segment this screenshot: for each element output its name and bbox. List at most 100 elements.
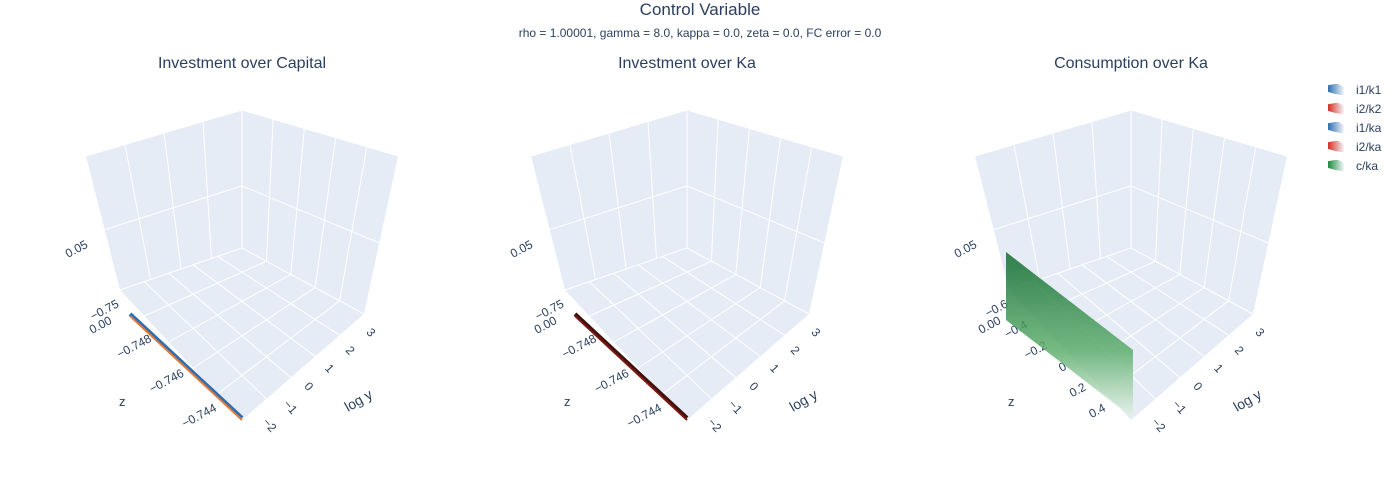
cube-edge <box>119 247 243 291</box>
y-tick-label: −1 <box>726 397 746 417</box>
legend-label: i1/ka <box>1356 120 1382 135</box>
y-tick-label: 0 <box>1190 379 1205 394</box>
y-tick-label: 0 <box>301 379 316 394</box>
y-tick-label: 2 <box>1232 343 1247 358</box>
grid-line-left-wall <box>1091 121 1101 259</box>
grid-line-floor <box>192 264 316 357</box>
panel-1-title: Investment over Capital <box>157 55 327 72</box>
vertical-tick-label: 0.05 <box>63 237 90 260</box>
y-tick-label: 1 <box>322 361 337 376</box>
y-tick-label: −2 <box>260 415 280 435</box>
scene-investment-over-capital: −0.75−0.748−0.746−0.744 −2−101230.050.00z… <box>63 109 399 435</box>
y-tick-label: 0 <box>746 379 761 394</box>
grid-line-right-wall <box>1130 185 1269 244</box>
legend-item-i1-k1[interactable]: i1/k1 <box>1328 80 1381 99</box>
cube-edge <box>85 109 243 157</box>
grid-line-floor <box>217 300 340 395</box>
z-tick-label: −0.744 <box>624 401 664 431</box>
grid-line-right-wall <box>735 128 750 275</box>
grid-line-floor <box>589 281 712 400</box>
y-tick-label: −1 <box>281 397 301 417</box>
grid-line-left-wall <box>104 185 243 231</box>
legend-item-i1-ka[interactable]: i1/ka <box>1328 118 1381 137</box>
grid-line-floor <box>637 264 761 357</box>
cube-edge <box>241 247 365 315</box>
y-axis-title: log y <box>787 386 821 415</box>
vertical-tick-label: 0.05 <box>952 237 979 260</box>
z-axis-title: z <box>1008 394 1015 409</box>
grid-line-left-wall <box>124 144 151 280</box>
surface-i2/ka <box>574 315 688 421</box>
back-wall-right <box>242 110 398 314</box>
legend-item-i2-ka[interactable]: i2/ka <box>1328 137 1381 156</box>
grid-line-right-wall <box>314 137 337 288</box>
z-tick-label: −0.746 <box>147 366 187 396</box>
z-axis-title: z <box>564 394 571 409</box>
y-tick-label: 3 <box>809 325 824 340</box>
back-wall-left <box>86 110 242 290</box>
legend-swatch <box>1328 140 1344 153</box>
z-tick-label: −0.748 <box>114 331 154 361</box>
cube-edge <box>686 247 810 315</box>
y-tick-label: 3 <box>1253 325 1268 340</box>
scene-investment-over-ka: −0.75−0.748−0.746−0.744 −2−101230.050.00z… <box>508 109 844 435</box>
vertical-tick-label: 0.05 <box>508 237 535 260</box>
cube-edge <box>974 109 1132 157</box>
panel-3-title: Consumption over Ka <box>1054 55 1208 72</box>
cube-edge <box>564 247 688 291</box>
grid-line-floor <box>144 260 267 317</box>
vertical-tick-label: 0.00 <box>976 313 1003 336</box>
y-axis-title: log y <box>342 386 376 415</box>
back-wall-right <box>1131 110 1287 314</box>
legend-item-i2-k2[interactable]: i2/k2 <box>1328 99 1381 118</box>
grid-line-floor <box>637 287 761 369</box>
grid-line-left-wall <box>569 144 596 280</box>
surface-c/ka <box>1006 252 1133 418</box>
grid-line-right-wall <box>1154 119 1163 262</box>
z-tick-label: −0.746 <box>592 366 632 396</box>
panel-2-title: Investment over Ka <box>618 55 756 72</box>
grid-line-floor <box>144 281 267 400</box>
grid-line-left-wall <box>608 132 627 270</box>
cube-edge <box>530 109 688 157</box>
y-axis-title: log y <box>1231 386 1265 415</box>
grid-line-floor <box>662 300 785 395</box>
grid-line-floor <box>168 273 292 343</box>
y-tick-label: 2 <box>788 343 803 358</box>
grid-line-floor <box>613 273 737 343</box>
legend-label: i1/k1 <box>1356 82 1382 97</box>
legend-item-c-ka[interactable]: c/ka <box>1328 156 1381 175</box>
grid-line-left-wall <box>647 121 657 259</box>
scene-consumption-over-ka: −0.6−0.4−0.200.20.4−2−101230.050.00zlog … <box>952 109 1288 478</box>
grid-line-left-wall <box>1052 132 1071 270</box>
y-tick-label: 1 <box>1211 361 1226 376</box>
legend-swatch <box>1328 83 1344 96</box>
cube-edge <box>241 109 399 157</box>
y-tick-label: 2 <box>343 343 358 358</box>
surface-i1/k1 <box>128 312 244 420</box>
surface-i2/k2 <box>129 315 243 421</box>
grid-line-right-wall <box>1179 128 1194 275</box>
legend-swatch <box>1328 121 1344 134</box>
grid-line-right-wall <box>265 119 274 262</box>
chart-main-title: Control Variable <box>639 0 761 19</box>
grid-line-floor <box>217 255 340 336</box>
y-tick-label: 3 <box>364 325 379 340</box>
grid-line-right-wall <box>241 185 380 244</box>
grid-line-left-wall <box>202 121 212 259</box>
legend-label: i2/k2 <box>1356 101 1382 116</box>
floor-plane <box>120 248 364 420</box>
grid-line-right-wall <box>784 146 813 301</box>
grid-line-floor <box>589 260 712 317</box>
grid-line-floor <box>662 255 785 336</box>
grid-line-floor <box>192 287 316 369</box>
z-tick-label: −0.748 <box>559 331 599 361</box>
grid-line-floor <box>168 272 292 378</box>
cube-edge <box>1130 109 1288 157</box>
legend-swatch <box>1328 102 1344 115</box>
y-tick-label: −2 <box>705 415 725 435</box>
legend: i1/k1 i2/k2 i1/ka i2/ka c/ka <box>1328 80 1381 175</box>
y-tick-label: −2 <box>1149 415 1169 435</box>
grid-line-left-wall <box>163 132 182 270</box>
